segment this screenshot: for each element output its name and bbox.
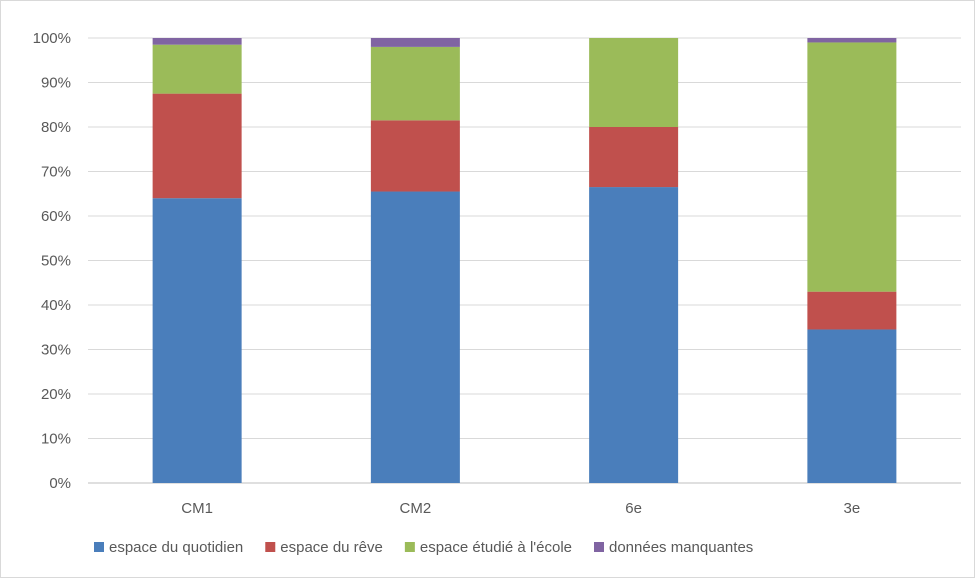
legend-label-4: données manquantes	[609, 539, 753, 556]
x-tick-label: CM2	[400, 500, 432, 517]
y-tick-label: 90%	[41, 75, 71, 92]
x-tick-label: 6e	[625, 500, 642, 517]
y-tick-label: 0%	[49, 475, 71, 492]
y-axis: 0% 10% 20% 30% 40% 50% 60% 70% 80% 90% 100%	[33, 30, 71, 492]
y-tick-label: 40%	[41, 297, 71, 314]
bar-segment-2-6e	[589, 127, 679, 188]
legend-label-1: espace du quotidien	[109, 539, 243, 556]
bar-segment-1-6e	[589, 187, 679, 483]
x-tick-label: 3e	[844, 500, 861, 517]
legend-swatch-4	[594, 542, 604, 552]
y-tick-label: 70%	[41, 164, 71, 181]
y-tick-label: 100%	[33, 30, 71, 47]
bar-segment-3-6e	[589, 38, 679, 127]
bar-segment-4-CM1	[152, 38, 242, 45]
legend-label-2: espace du rêve	[280, 539, 383, 556]
y-tick-label: 60%	[41, 208, 71, 225]
y-tick-label: 30%	[41, 342, 71, 359]
y-tick-label: 80%	[41, 119, 71, 136]
bar-segment-4-3e	[807, 38, 897, 43]
legend-label-3: espace étudié à l'école	[420, 539, 572, 556]
bar-segment-1-3e	[807, 329, 897, 483]
legend-swatch-1	[94, 542, 104, 552]
bar-segment-2-3e	[807, 291, 897, 330]
legend-swatch-2	[265, 542, 276, 552]
bar-segment-3-CM1	[152, 44, 242, 94]
y-tick-label: 50%	[41, 253, 71, 270]
y-tick-label: 20%	[41, 386, 71, 403]
bar-segment-4-CM2	[370, 38, 460, 47]
bar-segment-2-CM1	[152, 93, 242, 199]
y-tick-label: 10%	[41, 431, 71, 448]
x-axis: CM1 CM2 6e 3e	[181, 500, 860, 517]
bars	[152, 38, 897, 483]
bar-segment-3-3e	[807, 42, 897, 292]
legend: espace du quotidien espace du rêve espace …	[94, 539, 753, 556]
bar-segment-2-CM2	[370, 120, 460, 192]
x-tick-label: CM1	[181, 500, 213, 517]
bar-segment-3-CM2	[370, 46, 460, 121]
bar-segment-1-CM1	[152, 198, 242, 483]
legend-swatch-3	[404, 542, 415, 552]
bar-segment-1-CM2	[370, 191, 460, 483]
